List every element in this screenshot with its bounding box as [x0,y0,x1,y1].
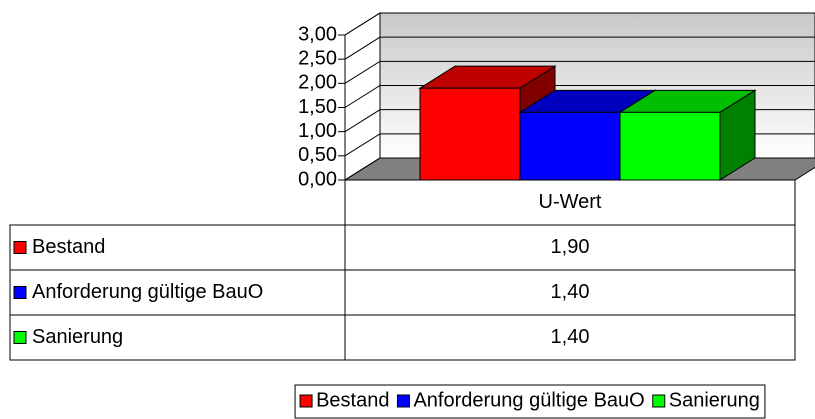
grid-line [344,85,815,108]
legend-swatch [652,394,666,408]
y-tick-label: 0,50 [298,144,337,166]
y-tick-label: 0,00 [298,168,337,190]
legend-swatch [396,394,410,408]
table-value: 1,90 [551,236,590,258]
legend: Bestand Anforderung gültige BauO Sanierung [294,384,766,419]
table-category: U-Wert [539,191,602,213]
table-swatch [13,241,27,254]
table-value: 1,40 [551,281,590,303]
bar [619,111,721,181]
table-swatch [13,286,27,299]
table-series-name: Anforderung gültige BauO [32,281,263,303]
y-tick-label: 3,00 [298,23,337,45]
y-tick-label: 1,00 [298,120,337,142]
y-tick-label: 1,50 [298,96,337,118]
bar [519,111,621,181]
table-series-name: Bestand [32,236,105,258]
grid-line [344,60,815,84]
legend-label: Anforderung gültige BauO [413,389,644,411]
legend-label: Sanierung [669,389,760,411]
legend-label: Bestand [316,389,389,411]
table-value-cell [344,314,796,361]
table-swatch [13,331,27,344]
bar [419,87,521,181]
table-series-name: Sanierung [32,326,123,348]
y-tick-label: 2,00 [298,72,337,94]
legend-box [294,384,766,419]
y-tick-label: 2,50 [298,47,337,69]
table-value: 1,40 [551,326,590,348]
grid-line [344,12,815,36]
grid-line [344,36,815,60]
legend-swatch [299,394,313,408]
